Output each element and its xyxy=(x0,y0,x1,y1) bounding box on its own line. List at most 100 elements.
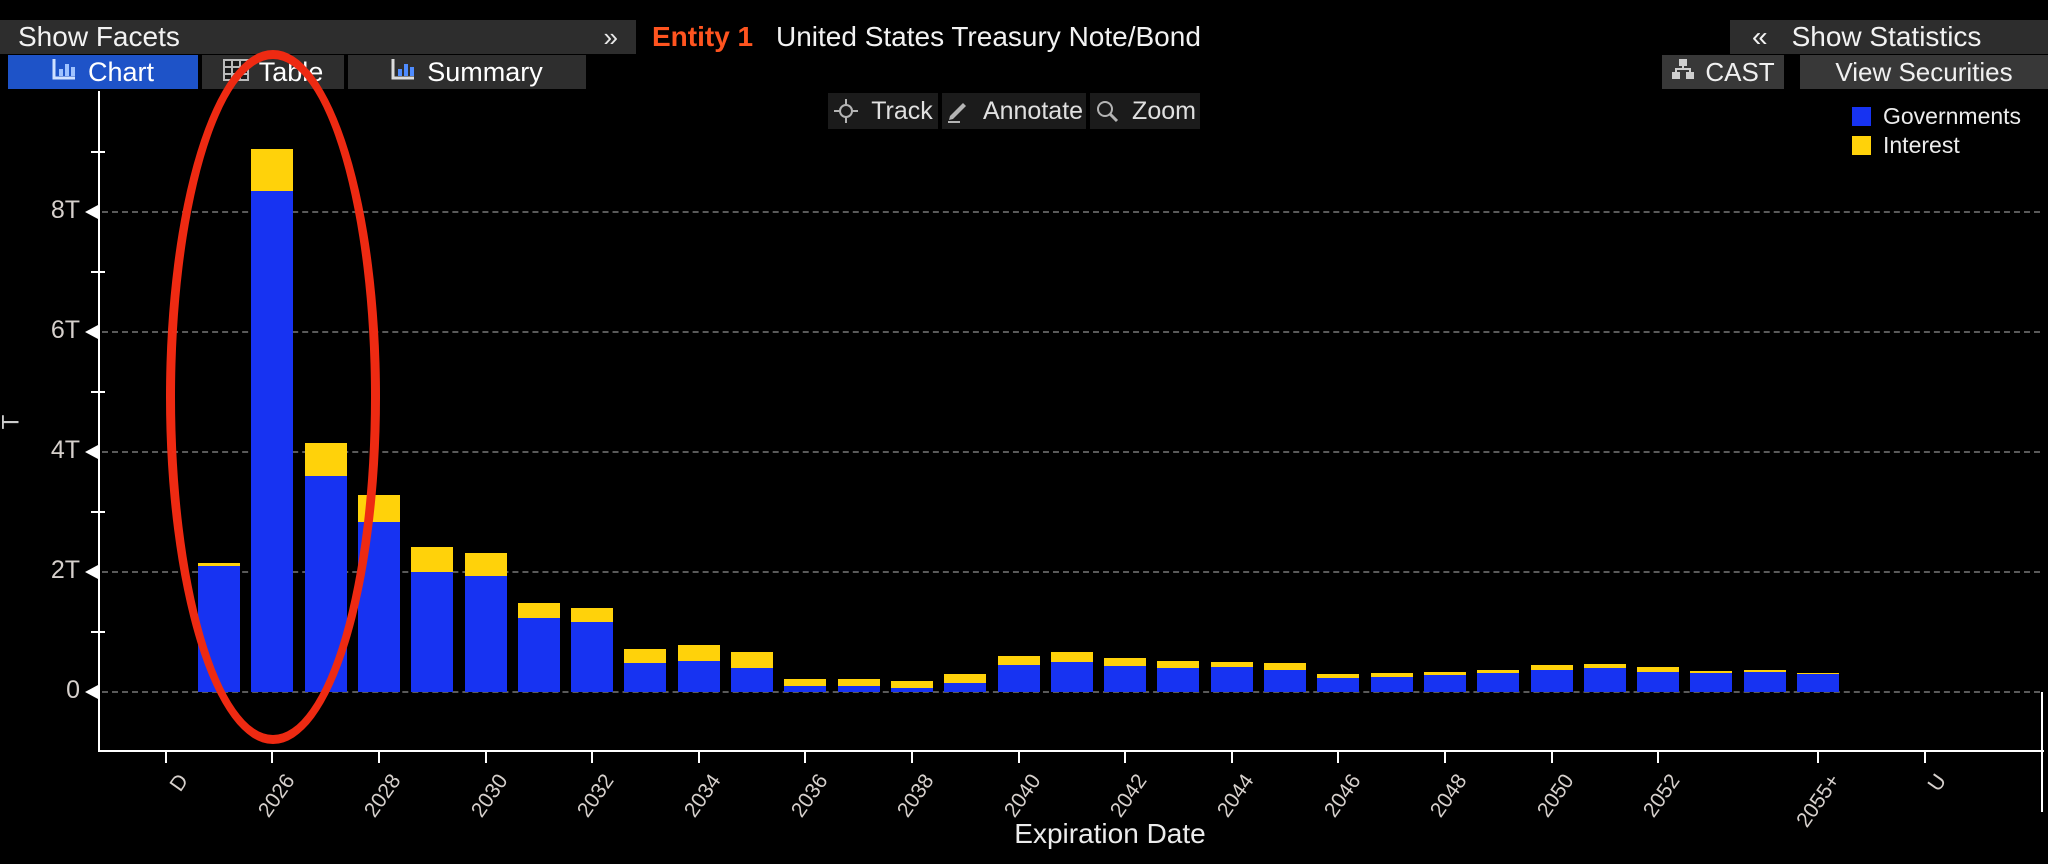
bar-2041-governments[interactable] xyxy=(1050,662,1093,692)
bar-2042-interest[interactable] xyxy=(1104,658,1147,666)
annotate-button[interactable]: Annotate xyxy=(942,93,1086,129)
y-tick-label: 2T xyxy=(50,556,80,584)
entity-label[interactable]: Entity 1 xyxy=(652,21,754,52)
x-tick xyxy=(1017,752,1020,763)
zoom-label: Zoom xyxy=(1132,96,1196,125)
x-tick-label-2034: 2034 xyxy=(679,770,726,822)
bar-2032-interest[interactable] xyxy=(571,608,614,622)
bar-2045-governments[interactable] xyxy=(1264,670,1306,692)
x-tick-label-2040: 2040 xyxy=(999,770,1046,822)
x-tick-label-2055+: 2055+ xyxy=(1792,770,1845,832)
y-tick-label: 6T xyxy=(50,316,80,344)
bar-2039-governments[interactable] xyxy=(944,683,987,692)
bar-2036-interest[interactable] xyxy=(784,679,827,686)
bar-2045-interest[interactable] xyxy=(1264,663,1306,670)
show-facets-bar[interactable]: Show Facets » xyxy=(0,20,636,54)
bar-2040-interest[interactable] xyxy=(997,656,1040,665)
bar-2050-governments[interactable] xyxy=(1530,670,1573,692)
x-tick xyxy=(271,752,274,763)
x-tick xyxy=(804,752,807,763)
bar-2053-interest[interactable] xyxy=(1690,671,1733,673)
annotation-ellipse[interactable] xyxy=(166,50,380,744)
bar-2052-interest[interactable] xyxy=(1637,667,1680,672)
tab-summary-label: Summary xyxy=(427,56,543,87)
x-tick xyxy=(910,752,913,763)
bar-2035-interest[interactable] xyxy=(731,652,773,668)
bar-2055+-interest[interactable] xyxy=(1797,673,1839,674)
bar-2034-interest[interactable] xyxy=(677,645,720,661)
tab-chart[interactable]: Chart xyxy=(8,55,198,89)
bar-2054-interest[interactable] xyxy=(1743,670,1786,672)
bar-2043-interest[interactable] xyxy=(1157,661,1200,668)
bar-2041-interest[interactable] xyxy=(1050,652,1093,662)
bar-2037-governments[interactable] xyxy=(837,686,880,692)
bar-2054-governments[interactable] xyxy=(1743,672,1786,692)
bar-2038-governments[interactable] xyxy=(890,688,933,692)
x-tick-label-2030: 2030 xyxy=(466,770,513,822)
bar-2051-governments[interactable] xyxy=(1583,668,1626,692)
gridline-4T xyxy=(102,451,2040,453)
show-statistics-button[interactable]: « Show Statistics xyxy=(1730,20,2048,54)
bar-2030-governments[interactable] xyxy=(464,576,507,692)
bar-2031-governments[interactable] xyxy=(517,618,560,692)
track-button[interactable]: Track xyxy=(828,93,938,129)
y-axis-line xyxy=(98,91,100,750)
legend-label: Governments xyxy=(1883,103,2022,129)
bar-2040-governments[interactable] xyxy=(997,665,1040,692)
bar-2055+-governments[interactable] xyxy=(1797,674,1839,692)
bar-2036-governments[interactable] xyxy=(784,686,827,692)
x-tick-label-2032: 2032 xyxy=(573,770,619,822)
security-title: United States Treasury Note/Bond xyxy=(776,21,1201,52)
bar-2029-governments[interactable] xyxy=(411,572,454,692)
bar-2049-interest[interactable] xyxy=(1477,670,1520,673)
chevron-left-icon[interactable]: « xyxy=(1752,21,1768,52)
bar-2030-interest[interactable] xyxy=(464,553,507,576)
bar-2032-governments[interactable] xyxy=(571,622,614,692)
pencil-icon xyxy=(945,98,971,124)
x-tick xyxy=(1124,752,1127,763)
x-tick-label-2044: 2044 xyxy=(1212,770,1259,822)
bar-2034-governments[interactable] xyxy=(677,661,720,692)
bar-2053-governments[interactable] xyxy=(1690,673,1733,692)
bar-2052-governments[interactable] xyxy=(1637,672,1680,692)
x-tick xyxy=(591,752,594,763)
bar-2039-interest[interactable] xyxy=(944,674,987,683)
chart-legend: Governments Interest xyxy=(1852,102,2021,160)
x-tick-label-2050: 2050 xyxy=(1532,770,1579,822)
cast-button[interactable]: CAST xyxy=(1662,55,1784,89)
bar-2047-governments[interactable] xyxy=(1370,677,1413,692)
tab-chart-label: Chart xyxy=(87,56,155,87)
bar-chart-icon xyxy=(52,57,78,88)
bar-2048-governments[interactable] xyxy=(1423,675,1466,692)
bar-2035-governments[interactable] xyxy=(731,668,773,692)
bar-2031-interest[interactable] xyxy=(517,603,560,618)
bar-2048-interest[interactable] xyxy=(1423,672,1466,675)
bar-2049-governments[interactable] xyxy=(1477,673,1520,692)
show-facets-label[interactable]: Show Facets xyxy=(18,21,180,52)
bar-2044-governments[interactable] xyxy=(1210,667,1253,692)
y-tick-label: 4T xyxy=(50,436,80,464)
view-securities-button[interactable]: View Securities xyxy=(1800,55,2048,89)
bar-2029-interest[interactable] xyxy=(411,547,454,572)
bar-2033-interest[interactable] xyxy=(624,649,667,663)
right-edge-tick xyxy=(2041,692,2043,812)
y-axis-unit-label: T xyxy=(0,414,25,430)
tab-summary[interactable]: Summary xyxy=(348,55,586,89)
bar-2038-interest[interactable] xyxy=(890,681,933,688)
bar-2037-interest[interactable] xyxy=(837,679,880,686)
bar-2050-interest[interactable] xyxy=(1530,665,1573,670)
x-tick xyxy=(1657,752,1660,763)
legend-swatch xyxy=(1852,107,1871,126)
x-tick xyxy=(484,752,487,763)
bar-2051-interest[interactable] xyxy=(1583,664,1626,668)
bar-2043-governments[interactable] xyxy=(1157,668,1200,692)
bar-2047-interest[interactable] xyxy=(1370,673,1413,677)
y-tick-label: 8T xyxy=(50,196,80,224)
bar-2046-governments[interactable] xyxy=(1317,678,1360,692)
zoom-button[interactable]: Zoom xyxy=(1090,93,1200,129)
bar-2044-interest[interactable] xyxy=(1210,662,1253,667)
chevron-right-icon[interactable]: » xyxy=(603,21,618,52)
bar-2042-governments[interactable] xyxy=(1104,666,1147,692)
bar-2046-interest[interactable] xyxy=(1317,674,1360,678)
bar-2033-governments[interactable] xyxy=(624,663,667,692)
